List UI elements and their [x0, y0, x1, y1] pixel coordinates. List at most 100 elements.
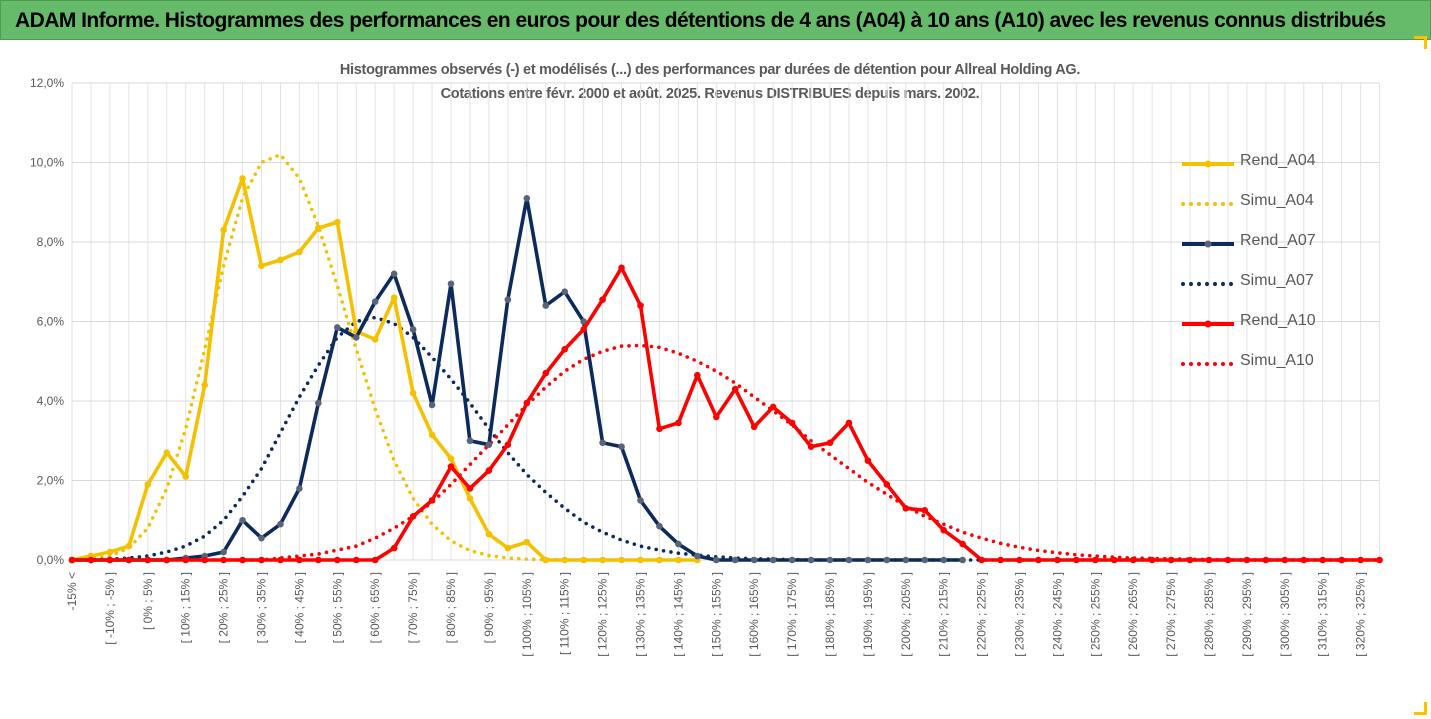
data-point-rend-a07: [315, 399, 322, 407]
x-tick-label: [ 90% ; 95% ]: [482, 572, 496, 643]
x-tick-label: [ 210% ; 215% ]: [937, 572, 951, 657]
y-tick-label: 0,0%: [37, 553, 65, 567]
data-point-rend-a10: [409, 512, 417, 520]
data-point-rend-a04: [561, 556, 568, 564]
legend-swatch-rend-a07: [1182, 240, 1234, 248]
data-point-rend-a10: [1319, 556, 1326, 564]
data-point-rend-a10: [1148, 556, 1156, 564]
data-point-rend-a04: [144, 481, 152, 488]
data-point-rend-a10: [144, 556, 152, 564]
data-point-rend-a10: [87, 556, 95, 564]
legend-label-rend-a10: Rend_A10: [1240, 312, 1316, 329]
x-tick-label: [ 260% ; 265% ]: [1126, 572, 1140, 657]
data-point-rend-a10: [769, 403, 777, 411]
data-point-rend-a10: [258, 556, 265, 564]
data-point-rend-a04: [485, 530, 493, 538]
data-point-rend-a07: [296, 485, 303, 492]
x-tick-label: [ 200% ; 205% ]: [899, 572, 913, 657]
x-tick-label: [ 140% ; 145% ]: [671, 572, 685, 657]
data-point-rend-a10: [902, 505, 910, 512]
data-point-rend-a10: [504, 441, 512, 449]
data-point-rend-a10: [352, 556, 360, 564]
data-point-rend-a10: [1281, 556, 1289, 564]
data-point-rend-a10: [940, 526, 947, 534]
chart-legend: Rend_A04 Simu_A04 Rend_A07 Simu_A07 Rend…: [1180, 145, 1360, 385]
x-tick-label: [ 50% ; 55% ]: [330, 572, 344, 643]
chart-title: Histogrammes observés (-) et modélisés (…: [160, 58, 1260, 106]
data-point-rend-a10: [580, 326, 587, 333]
data-point-rend-a07: [599, 439, 606, 447]
data-point-rend-a07: [656, 522, 663, 530]
data-point-rend-a10: [371, 556, 379, 564]
data-point-rend-a07: [580, 318, 587, 325]
data-point-rend-a10: [959, 540, 966, 548]
data-point-rend-a04: [315, 224, 322, 232]
x-tick-label: [ 320% ; 325% ]: [1354, 572, 1368, 657]
data-point-rend-a07: [485, 441, 493, 449]
series-line-rend-a10: [72, 265, 1380, 562]
data-point-rend-a10: [788, 419, 796, 427]
data-point-rend-a04: [296, 248, 303, 256]
data-point-rend-a07: [694, 552, 701, 560]
data-point-rend-a10: [637, 302, 644, 309]
data-point-rend-a10: [675, 419, 682, 427]
frame-corner-top-right: [1414, 36, 1427, 49]
data-point-rend-a10: [1186, 556, 1194, 564]
series-line-simu-a07: [70, 315, 1382, 562]
data-point-rend-a07: [807, 556, 815, 564]
data-point-rend-a07: [428, 401, 436, 409]
data-point-rend-a04: [656, 556, 663, 564]
data-point-rend-a10: [713, 413, 720, 421]
data-point-rend-a07: [466, 437, 474, 445]
data-point-rend-a07: [864, 556, 872, 564]
data-point-rend-a07: [750, 556, 758, 564]
legend-label-simu-a04: Simu_A04: [1240, 192, 1314, 209]
x-tick-label: [ 160% ; 165% ]: [747, 572, 761, 657]
data-point-rend-a04: [125, 542, 133, 550]
data-point-rend-a10: [1035, 556, 1042, 564]
data-point-rend-a10: [1376, 556, 1383, 564]
data-point-rend-a10: [1167, 556, 1175, 564]
data-point-rend-a10: [1357, 556, 1364, 564]
frame-corner-bottom-right: [1414, 702, 1427, 715]
data-point-rend-a10: [656, 425, 663, 433]
x-tick-label: [ 270% ; 275% ]: [1164, 572, 1178, 657]
data-point-rend-a07: [409, 326, 417, 333]
data-point-rend-a10: [845, 419, 853, 427]
x-tick-label: [ 170% ; 175% ]: [785, 572, 799, 657]
data-point-rend-a07: [826, 556, 834, 564]
data-point-rend-a10: [125, 556, 133, 564]
chart-title-line-1: Histogrammes observés (-) et modélisés (…: [339, 62, 1081, 78]
series-line-rend-a04: [71, 176, 698, 562]
data-point-rend-a10: [1338, 556, 1345, 564]
data-point-rend-a07: [277, 520, 284, 528]
legend-item-rend-a07: Rend_A07: [1180, 225, 1360, 265]
data-point-rend-a07: [258, 534, 265, 542]
data-point-rend-a10: [68, 556, 76, 564]
data-point-rend-a10: [1054, 556, 1061, 564]
data-point-rend-a07: [542, 302, 550, 309]
legend-swatch-simu-a07: [1181, 282, 1236, 286]
data-point-rend-a04: [599, 556, 606, 564]
data-point-rend-a07: [769, 556, 777, 564]
data-point-rend-a07: [220, 548, 227, 556]
x-tick-label: [ 110% ; 115% ]: [558, 572, 572, 655]
data-point-rend-a10: [618, 264, 625, 272]
y-tick-label: 10,0%: [30, 156, 64, 170]
data-point-rend-a10: [1262, 556, 1270, 564]
data-point-rend-a10: [997, 556, 1004, 564]
data-point-rend-a04: [334, 218, 341, 226]
data-point-rend-a07: [561, 288, 568, 295]
y-tick-label: 12,0%: [30, 76, 64, 90]
data-point-rend-a07: [637, 497, 644, 504]
y-tick-label: 2,0%: [37, 474, 65, 488]
x-tick-label: [ 250% ; 255% ]: [1088, 572, 1102, 657]
legend-label-simu-a10: Simu_A10: [1240, 352, 1314, 369]
data-point-rend-a10: [1205, 556, 1213, 564]
data-point-rend-a04: [277, 256, 284, 264]
data-point-rend-a04: [504, 544, 512, 552]
x-tick-label: [ 80% ; 85% ]: [444, 572, 458, 643]
legend-item-simu-a04: Simu_A04: [1180, 185, 1360, 225]
data-point-rend-a04: [409, 389, 417, 397]
